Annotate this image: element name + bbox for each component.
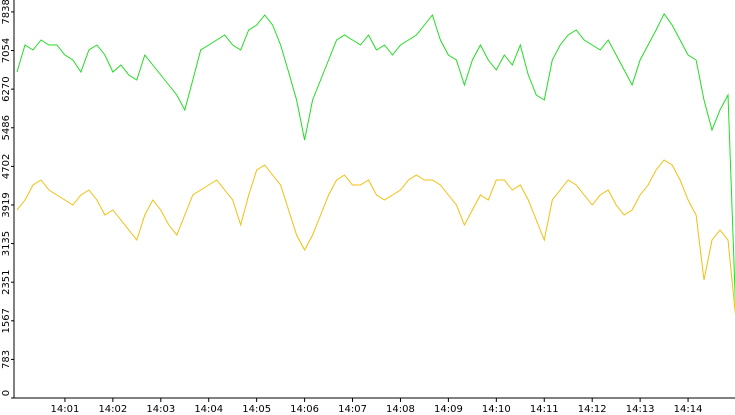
x-tick-label: 14:05 [242, 404, 271, 415]
y-tick-label: 2351 [1, 269, 12, 294]
y-tick-label: 7054 [1, 38, 12, 63]
y-tick-label: 5486 [1, 115, 12, 140]
x-tick-label: 14:01 [51, 404, 80, 415]
x-tick-label: 14:09 [434, 404, 463, 415]
x-tick-label: 14:08 [386, 404, 415, 415]
y-tick-label: 1567 [1, 308, 12, 333]
y-tick-label: 3919 [1, 192, 12, 217]
x-tick-label: 14:02 [98, 404, 127, 415]
x-tick-label: 14:03 [146, 404, 175, 415]
series-line [16, 159, 735, 316]
x-tick-label: 14:04 [194, 404, 223, 415]
x-tick-label: 14:10 [482, 404, 511, 415]
y-tick-label: 0 [1, 390, 12, 396]
x-tick-label: 14:06 [290, 404, 319, 415]
x-tick-label: 14:13 [626, 404, 655, 415]
y-tick-label: 3135 [1, 231, 12, 256]
x-tick-label: 14:12 [578, 404, 607, 415]
x-tick-label: 14:07 [338, 404, 367, 415]
series-line [16, 12, 735, 306]
x-tick-label: 14:11 [530, 404, 559, 415]
x-tick-label: 14:14 [674, 404, 703, 415]
y-tick-label: 783 [1, 350, 12, 369]
y-tick-label: 4702 [1, 154, 12, 179]
y-tick-label: 7838 [1, 0, 12, 25]
y-tick-label: 6270 [1, 76, 12, 101]
